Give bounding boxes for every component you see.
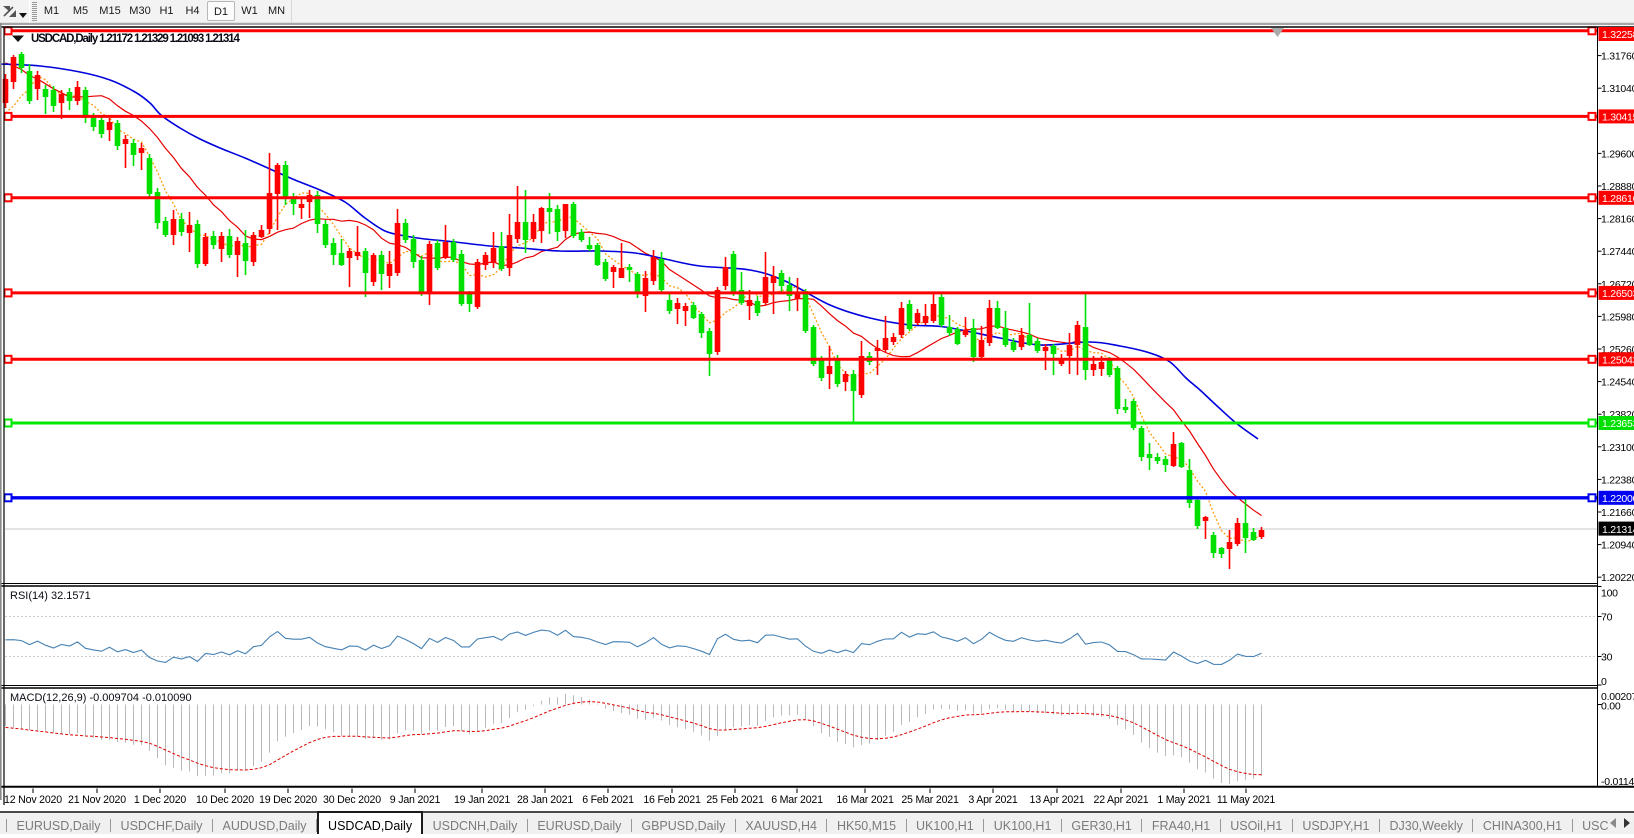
svg-text:1.20220: 1.20220 — [1601, 572, 1634, 584]
svg-text:100: 100 — [1601, 588, 1618, 600]
svg-text:16 Feb 2021: 16 Feb 2021 — [643, 794, 701, 806]
svg-text:0: 0 — [1601, 676, 1607, 688]
svg-text:25 Mar 2021: 25 Mar 2021 — [901, 794, 959, 806]
svg-text:1.25980: 1.25980 — [1601, 311, 1634, 323]
svg-text:-0.01146: -0.01146 — [1601, 776, 1634, 788]
svg-text:1 Dec 2020: 1 Dec 2020 — [134, 794, 186, 806]
svg-text:1.21660: 1.21660 — [1601, 507, 1634, 519]
svg-text:11 May 2021: 11 May 2021 — [1217, 794, 1276, 806]
svg-text:MACD(12,26,9) -0.009704 -0.010: MACD(12,26,9) -0.009704 -0.010090 — [10, 692, 192, 704]
svg-text:28 Jan 2021: 28 Jan 2021 — [517, 794, 573, 806]
svg-text:19 Jan 2021: 19 Jan 2021 — [454, 794, 510, 806]
svg-text:1.28160: 1.28160 — [1601, 214, 1634, 226]
svg-text:1.31760: 1.31760 — [1601, 51, 1634, 63]
svg-text:USDCAD,Daily 1.21172 1.21329: USDCAD,Daily 1.21172 1.21329 1.21093 1.2… — [31, 33, 240, 45]
svg-text:30: 30 — [1601, 652, 1613, 664]
svg-text:1.25043: 1.25043 — [1602, 355, 1634, 367]
svg-text:21 Nov 2020: 21 Nov 2020 — [68, 794, 126, 806]
svg-text:1.23653: 1.23653 — [1602, 418, 1634, 430]
svg-text:1.21314: 1.21314 — [1602, 524, 1634, 536]
svg-text:1 May 2021: 1 May 2021 — [1157, 794, 1211, 806]
svg-text:6 Mar 2021: 6 Mar 2021 — [771, 794, 823, 806]
svg-text:1.22380: 1.22380 — [1601, 474, 1634, 486]
svg-text:16 Mar 2021: 16 Mar 2021 — [836, 794, 894, 806]
svg-text:12 Nov 2020: 12 Nov 2020 — [4, 794, 62, 806]
svg-text:1.24540: 1.24540 — [1601, 377, 1634, 389]
svg-text:3 Apr 2021: 3 Apr 2021 — [968, 794, 1018, 806]
svg-text:70: 70 — [1601, 612, 1613, 624]
svg-text:22 Apr 2021: 22 Apr 2021 — [1094, 794, 1149, 806]
svg-text:1.27440: 1.27440 — [1601, 246, 1634, 258]
svg-text:30 Dec 2020: 30 Dec 2020 — [323, 794, 381, 806]
svg-text:1.22000: 1.22000 — [1602, 493, 1634, 505]
svg-text:1.28616: 1.28616 — [1602, 193, 1634, 205]
svg-text:25 Feb 2021: 25 Feb 2021 — [706, 794, 764, 806]
svg-text:19 Dec 2020: 19 Dec 2020 — [259, 794, 317, 806]
svg-text:1.20940: 1.20940 — [1601, 540, 1634, 552]
svg-text:0.00: 0.00 — [1601, 700, 1621, 712]
svg-text:RSI(14) 32.1571: RSI(14) 32.1571 — [10, 590, 91, 602]
svg-text:9 Jan 2021: 9 Jan 2021 — [390, 794, 441, 806]
svg-text:1.30415: 1.30415 — [1602, 112, 1634, 124]
svg-text:1.23100: 1.23100 — [1601, 442, 1634, 454]
svg-text:10 Dec 2020: 10 Dec 2020 — [196, 794, 254, 806]
svg-text:1.29600: 1.29600 — [1601, 148, 1634, 160]
svg-text:1.31040: 1.31040 — [1601, 83, 1634, 95]
svg-text:1.26503: 1.26503 — [1602, 288, 1634, 300]
svg-text:1.32258: 1.32258 — [1602, 29, 1634, 41]
svg-text:13 Apr 2021: 13 Apr 2021 — [1030, 794, 1085, 806]
svg-text:6 Feb 2021: 6 Feb 2021 — [582, 794, 634, 806]
